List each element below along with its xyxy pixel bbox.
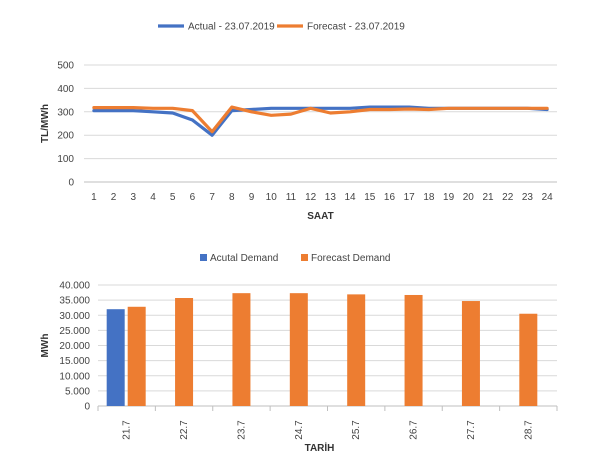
x-tick-label: 8 [229,192,235,203]
y-tick-label: 30.000 [59,311,90,322]
x-axis-title: SAAT [307,211,333,222]
x-tick-label: 1 [91,192,97,203]
x-tick-label: 24.7 [294,420,305,440]
y-tick-label: 500 [57,61,74,72]
x-tick-label: 23 [522,192,534,203]
x-tick-label: 9 [249,192,255,203]
bar-forecast [404,294,423,406]
bar-forecast [127,306,146,406]
legend-label: Forecast Demand [311,253,390,264]
bar-forecast [175,298,194,406]
y-tick-label: 0 [84,402,90,413]
legend-label: Actual - 23.07.2019 [188,22,275,33]
x-tick-label: 12 [305,192,317,203]
bar-forecast [289,293,308,406]
x-tick-label: 21.7 [122,420,133,440]
y-axis-title: MWh [40,334,51,358]
x-tick-label: 16 [384,192,396,203]
bar-forecast [461,301,480,406]
x-tick-label: 23.7 [236,420,247,440]
y-tick-label: 400 [57,84,74,95]
legend-label: Acutal Demand [210,253,278,264]
x-tick-label: 6 [190,192,196,203]
legend-swatch [200,254,207,261]
y-tick-label: 35.000 [59,296,90,307]
x-tick-label: 10 [266,192,278,203]
y-tick-label: 100 [57,154,74,165]
x-tick-label: 17 [404,192,416,203]
bar-chart: 0 5.000 10.000 15.000 20.000 25.000 30.000 35.0… [40,253,558,454]
x-tick-label: 13 [325,192,337,203]
x-tick-label: 27.7 [466,420,477,440]
y-tick-label: 15.000 [59,356,90,367]
x-tick-label: 11 [286,192,297,203]
x-tick-label: 24 [542,192,554,203]
x-tick-label: 2 [111,192,117,203]
x-tick-label: 5 [170,192,176,203]
y-tick-label: 10.000 [59,371,90,382]
x-tick-label: 22.7 [179,420,190,440]
x-axis-title: TARİH [305,441,335,454]
x-tick-label: 19 [443,192,455,203]
y-tick-label: 20.000 [59,341,90,352]
x-tick-label: 4 [150,192,156,203]
legend-label: Forecast - 23.07.2019 [307,22,405,33]
x-tick-label: 7 [209,192,215,203]
y-tick-label: 5.000 [65,386,90,397]
x-tick-label: 20 [463,192,475,203]
series-line-forecast [92,105,549,134]
x-tick-label: 21 [482,192,494,203]
x-tick-label: 15 [364,192,376,203]
legend-swatch [301,254,308,261]
y-tick-label: 25.000 [59,326,90,337]
y-tick-label: 200 [57,131,74,142]
bar-forecast [519,313,538,406]
x-tick-label: 3 [130,192,136,203]
x-tick-label: 14 [345,192,357,203]
y-tick-label: 40.000 [59,281,90,292]
x-tick-label: 25.7 [351,420,362,440]
y-tick-label: 300 [57,107,74,118]
y-tick-label: 0 [68,178,74,189]
x-tick-label: 26.7 [409,420,420,440]
y-axis-title: TL/MWh [40,104,51,143]
x-tick-label: 28.7 [523,420,534,440]
x-tick-label: 22 [502,192,514,203]
bar-forecast [347,294,366,406]
bar-actual [106,309,125,406]
bar-forecast [232,293,251,406]
x-tick-label: 18 [423,192,435,203]
